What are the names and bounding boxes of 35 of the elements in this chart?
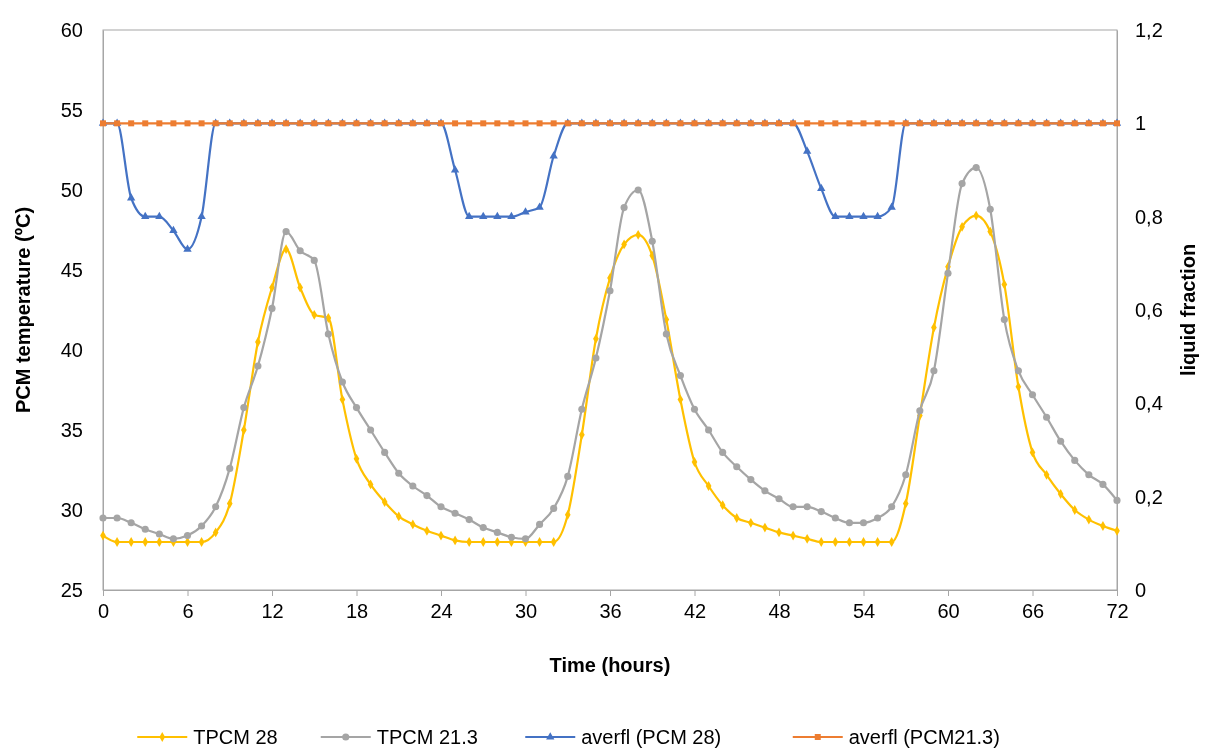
x-axis-title: Time (hours) xyxy=(549,654,671,676)
x-tick-label: 42 xyxy=(683,600,707,623)
x-tick-label: 0 xyxy=(97,600,110,623)
y2-tick-label: 1,2 xyxy=(1135,18,1163,41)
x-tick-label: 18 xyxy=(345,600,369,623)
y-tick-label: 45 xyxy=(60,258,83,281)
x-tick-label: 60 xyxy=(937,600,960,623)
y-tick-label: 60 xyxy=(60,18,83,41)
x-tick-label: 30 xyxy=(514,600,538,623)
y-tick-label: 50 xyxy=(60,178,83,201)
y-tick-label: 40 xyxy=(60,338,83,361)
legend-label: averfl (PCM 28) xyxy=(581,726,722,748)
y-tick-label: 25 xyxy=(60,578,83,601)
y-tick-label: 55 xyxy=(60,98,83,121)
x-tick-label: 48 xyxy=(768,600,791,623)
x-tick-label: 12 xyxy=(261,600,284,623)
y2-axis-title: liquid fraction xyxy=(1177,243,1199,377)
y2-tick-label: 1 xyxy=(1135,112,1147,135)
legend-label: TPCM 21.3 xyxy=(376,726,478,748)
x-tick-label: 24 xyxy=(430,600,453,623)
legend-label: averfl (PCM21.3) xyxy=(848,726,1000,748)
y-tick-label: 35 xyxy=(60,418,83,441)
x-tick-label: 36 xyxy=(599,600,622,623)
y-tick-label: 30 xyxy=(60,498,83,521)
x-tick-label: 72 xyxy=(1106,600,1129,623)
y2-tick-label: 0,2 xyxy=(1135,485,1163,508)
y2-tick-label: 0,8 xyxy=(1135,205,1163,228)
y2-tick-label: 0,6 xyxy=(1135,298,1163,321)
x-tick-label: 66 xyxy=(1021,600,1045,623)
x-tick-label: 6 xyxy=(182,600,194,623)
y2-tick-label: 0,4 xyxy=(1135,392,1163,415)
y-axis-title: PCM temperature (ºC) xyxy=(12,206,34,414)
x-tick-label: 54 xyxy=(852,600,876,623)
legend-label: TPCM 28 xyxy=(193,726,278,748)
y2-tick-label: 0 xyxy=(1135,578,1147,601)
